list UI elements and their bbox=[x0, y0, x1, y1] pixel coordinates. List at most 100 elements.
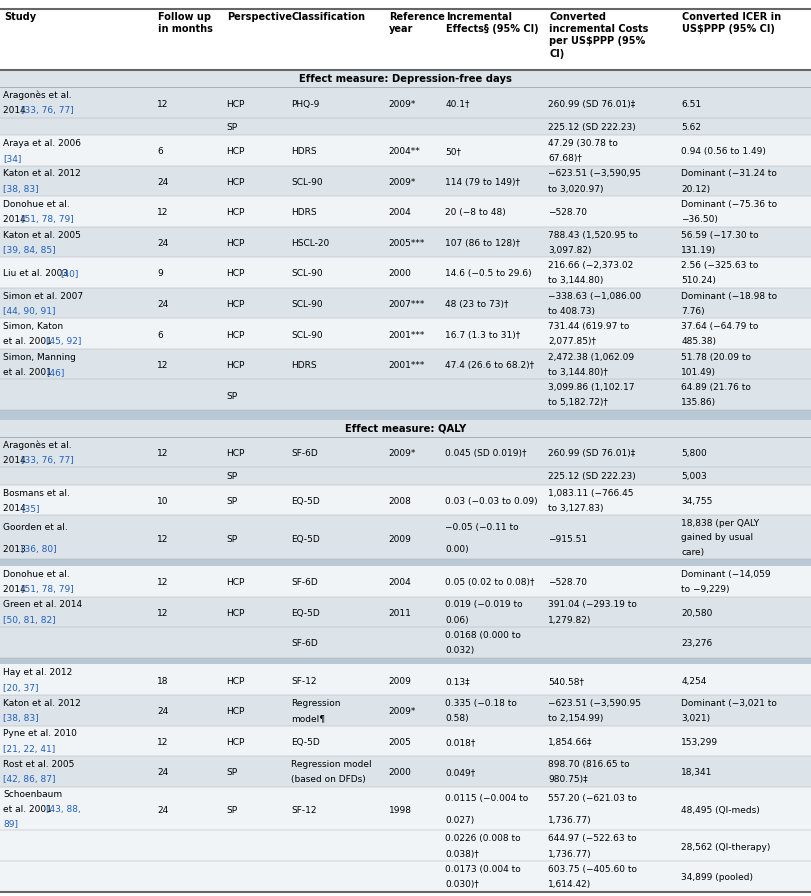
Bar bbox=[0, 665, 811, 695]
Text: [36, 80]: [36, 80] bbox=[21, 545, 57, 554]
Text: EQ-5D: EQ-5D bbox=[291, 737, 320, 747]
Text: 20.12): 20.12) bbox=[681, 185, 710, 194]
Text: [38, 83]: [38, 83] bbox=[3, 185, 39, 194]
Text: 2009: 2009 bbox=[388, 535, 411, 544]
Text: HDRS: HDRS bbox=[291, 361, 317, 370]
Text: 391.04 (−293.19 to: 391.04 (−293.19 to bbox=[548, 600, 637, 609]
Bar bbox=[0, 87, 811, 117]
Text: Perspective: Perspective bbox=[227, 12, 292, 22]
Text: 7.76): 7.76) bbox=[681, 306, 705, 316]
Text: 1,279.82): 1,279.82) bbox=[548, 616, 591, 625]
Text: 0.0115 (−0.004 to: 0.0115 (−0.004 to bbox=[445, 794, 529, 803]
Text: SP: SP bbox=[226, 123, 238, 132]
Text: 23,276: 23,276 bbox=[681, 640, 713, 649]
Text: 6.51: 6.51 bbox=[681, 99, 702, 108]
Text: [44, 90, 91]: [44, 90, 91] bbox=[3, 306, 56, 316]
Text: HCP: HCP bbox=[226, 178, 245, 187]
Text: gained by usual: gained by usual bbox=[681, 533, 753, 542]
Text: 2009: 2009 bbox=[388, 676, 411, 685]
Text: SF-12: SF-12 bbox=[291, 676, 316, 685]
Text: Aragonès et al.: Aragonès et al. bbox=[3, 90, 72, 100]
Text: 50†: 50† bbox=[445, 147, 461, 156]
Text: 2009*: 2009* bbox=[388, 178, 416, 187]
Text: 20,580: 20,580 bbox=[681, 608, 713, 618]
Text: 48,495 (QI-meds): 48,495 (QI-meds) bbox=[681, 806, 760, 815]
Text: 3,099.86 (1,102.17: 3,099.86 (1,102.17 bbox=[548, 383, 635, 392]
Text: 2004**: 2004** bbox=[388, 147, 420, 156]
Text: 2014: 2014 bbox=[3, 504, 29, 513]
Text: Goorden et al.: Goorden et al. bbox=[3, 522, 68, 532]
Text: Katon et al. 2012: Katon et al. 2012 bbox=[3, 169, 81, 178]
Text: to 2,154.99): to 2,154.99) bbox=[548, 714, 603, 723]
Bar bbox=[0, 695, 811, 726]
Text: 1,614.42): 1,614.42) bbox=[548, 880, 591, 889]
Text: 131.19): 131.19) bbox=[681, 246, 716, 254]
Text: Effect measure: Depression-free days: Effect measure: Depression-free days bbox=[299, 73, 512, 83]
Bar bbox=[0, 597, 811, 627]
Text: 603.75 (−405.60 to: 603.75 (−405.60 to bbox=[548, 865, 637, 874]
Bar bbox=[0, 468, 811, 485]
Text: 0.03 (−0.03 to 0.09): 0.03 (−0.03 to 0.09) bbox=[445, 497, 538, 506]
Text: Bosmans et al.: Bosmans et al. bbox=[3, 488, 70, 497]
Text: 153,299: 153,299 bbox=[681, 737, 719, 747]
Text: Converted ICER in
US$PPP (95% CI): Converted ICER in US$PPP (95% CI) bbox=[682, 12, 781, 34]
Text: to −9,229): to −9,229) bbox=[681, 585, 730, 594]
Text: 0.018†: 0.018† bbox=[445, 737, 475, 747]
Text: 2011: 2011 bbox=[388, 608, 411, 618]
Text: Aragonès et al.: Aragonès et al. bbox=[3, 441, 72, 450]
Bar bbox=[0, 627, 811, 658]
Bar bbox=[0, 756, 811, 787]
Text: EQ-5D: EQ-5D bbox=[291, 497, 320, 506]
Text: 34,755: 34,755 bbox=[681, 497, 713, 506]
Text: HCP: HCP bbox=[226, 209, 245, 218]
Text: 24: 24 bbox=[157, 769, 169, 778]
Text: 114 (79 to 149)†: 114 (79 to 149)† bbox=[445, 178, 520, 187]
Text: Green et al. 2014: Green et al. 2014 bbox=[3, 600, 83, 609]
Text: 14.6 (−0.5 to 29.6): 14.6 (−0.5 to 29.6) bbox=[445, 270, 532, 279]
Text: 12: 12 bbox=[157, 449, 169, 458]
Bar bbox=[0, 117, 811, 135]
Text: 2000: 2000 bbox=[388, 769, 411, 778]
Text: 0.0168 (0.000 to: 0.0168 (0.000 to bbox=[445, 631, 521, 640]
Text: 5.62: 5.62 bbox=[681, 123, 702, 132]
Text: 2,472.38 (1,062.09: 2,472.38 (1,062.09 bbox=[548, 353, 634, 362]
Text: SCL-90: SCL-90 bbox=[291, 331, 323, 340]
Text: 3,021): 3,021) bbox=[681, 714, 710, 723]
Bar bbox=[0, 70, 811, 87]
Text: HCP: HCP bbox=[226, 707, 245, 716]
Bar bbox=[0, 349, 811, 379]
Text: HCP: HCP bbox=[226, 147, 245, 156]
Text: PHQ-9: PHQ-9 bbox=[291, 99, 320, 108]
Text: EQ-5D: EQ-5D bbox=[291, 535, 320, 544]
Text: 1,854.66‡: 1,854.66‡ bbox=[548, 737, 593, 747]
Text: HCP: HCP bbox=[226, 300, 245, 309]
Text: SP: SP bbox=[226, 392, 238, 401]
Text: −623.51 (−3,590,95: −623.51 (−3,590,95 bbox=[548, 169, 642, 178]
Text: Classification: Classification bbox=[292, 12, 366, 22]
Text: 6: 6 bbox=[157, 331, 163, 340]
Bar bbox=[0, 135, 811, 166]
Text: 10: 10 bbox=[157, 497, 169, 506]
Text: HCP: HCP bbox=[226, 239, 245, 248]
Text: 225.12 (SD 222.23): 225.12 (SD 222.23) bbox=[548, 123, 636, 132]
Text: [38, 83]: [38, 83] bbox=[3, 714, 39, 723]
Text: Katon et al. 2012: Katon et al. 2012 bbox=[3, 699, 81, 708]
Bar bbox=[0, 566, 811, 597]
Text: 898.70 (816.65 to: 898.70 (816.65 to bbox=[548, 760, 630, 769]
Text: HCP: HCP bbox=[226, 737, 245, 747]
Text: 9: 9 bbox=[157, 270, 163, 279]
Text: Donohue et al.: Donohue et al. bbox=[3, 200, 70, 209]
Text: 0.05 (0.02 to 0.08)†: 0.05 (0.02 to 0.08)† bbox=[445, 578, 534, 587]
Text: HCP: HCP bbox=[226, 608, 245, 618]
Text: [33, 76, 77]: [33, 76, 77] bbox=[21, 456, 74, 465]
Text: 20 (−8 to 48): 20 (−8 to 48) bbox=[445, 209, 506, 218]
Text: −915.51: −915.51 bbox=[548, 535, 587, 544]
Text: SF-6D: SF-6D bbox=[291, 449, 318, 458]
Text: HCP: HCP bbox=[226, 270, 245, 279]
Text: [40]: [40] bbox=[61, 270, 79, 279]
Text: Effect measure: QALY: Effect measure: QALY bbox=[345, 423, 466, 434]
Text: 788.43 (1,520.95 to: 788.43 (1,520.95 to bbox=[548, 230, 638, 239]
Text: HCP: HCP bbox=[226, 331, 245, 340]
Text: 107 (86 to 128)†: 107 (86 to 128)† bbox=[445, 239, 521, 248]
Text: 1,736.77): 1,736.77) bbox=[548, 816, 592, 825]
